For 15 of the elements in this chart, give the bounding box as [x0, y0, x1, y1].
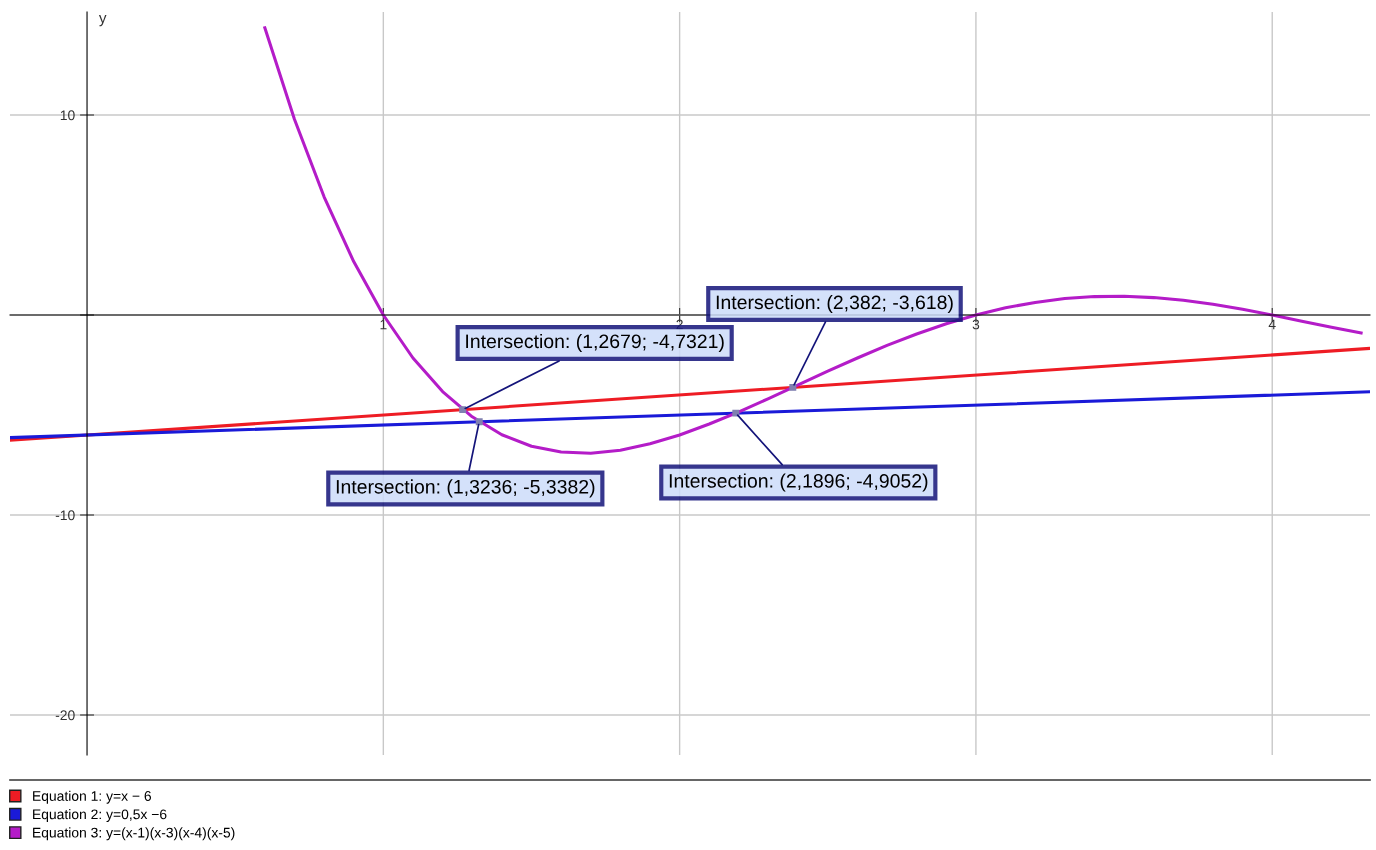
line-series: [263, 26, 1363, 455]
legend-label: Equation 1: y=x − 6: [33, 790, 152, 804]
annotation: Intersection: (1,3236; -5,3382): [336, 479, 595, 498]
annotation: Intersection: (1,2679; -4,7321): [466, 333, 724, 353]
x-tick-label: 1: [380, 319, 387, 330]
legend-label: Equation 2: y=0,5x −6: [33, 809, 167, 822]
y-axis-title: y: [98, 15, 107, 27]
y-tick-label: -20: [55, 710, 75, 721]
y-tick-label: -10: [55, 510, 75, 521]
annotation: Intersection: (2,382; -3,618): [716, 294, 953, 314]
y-tick-label: 10: [60, 110, 75, 121]
annotation: Intersection: (2,1896; -4,9052): [669, 473, 928, 492]
legend-label: Equation 3: y=(x-1)(x-3)(x-4)(x-5): [33, 827, 235, 841]
x-tick-label: 4: [1268, 319, 1276, 330]
x-tick-label: 3: [972, 319, 980, 330]
